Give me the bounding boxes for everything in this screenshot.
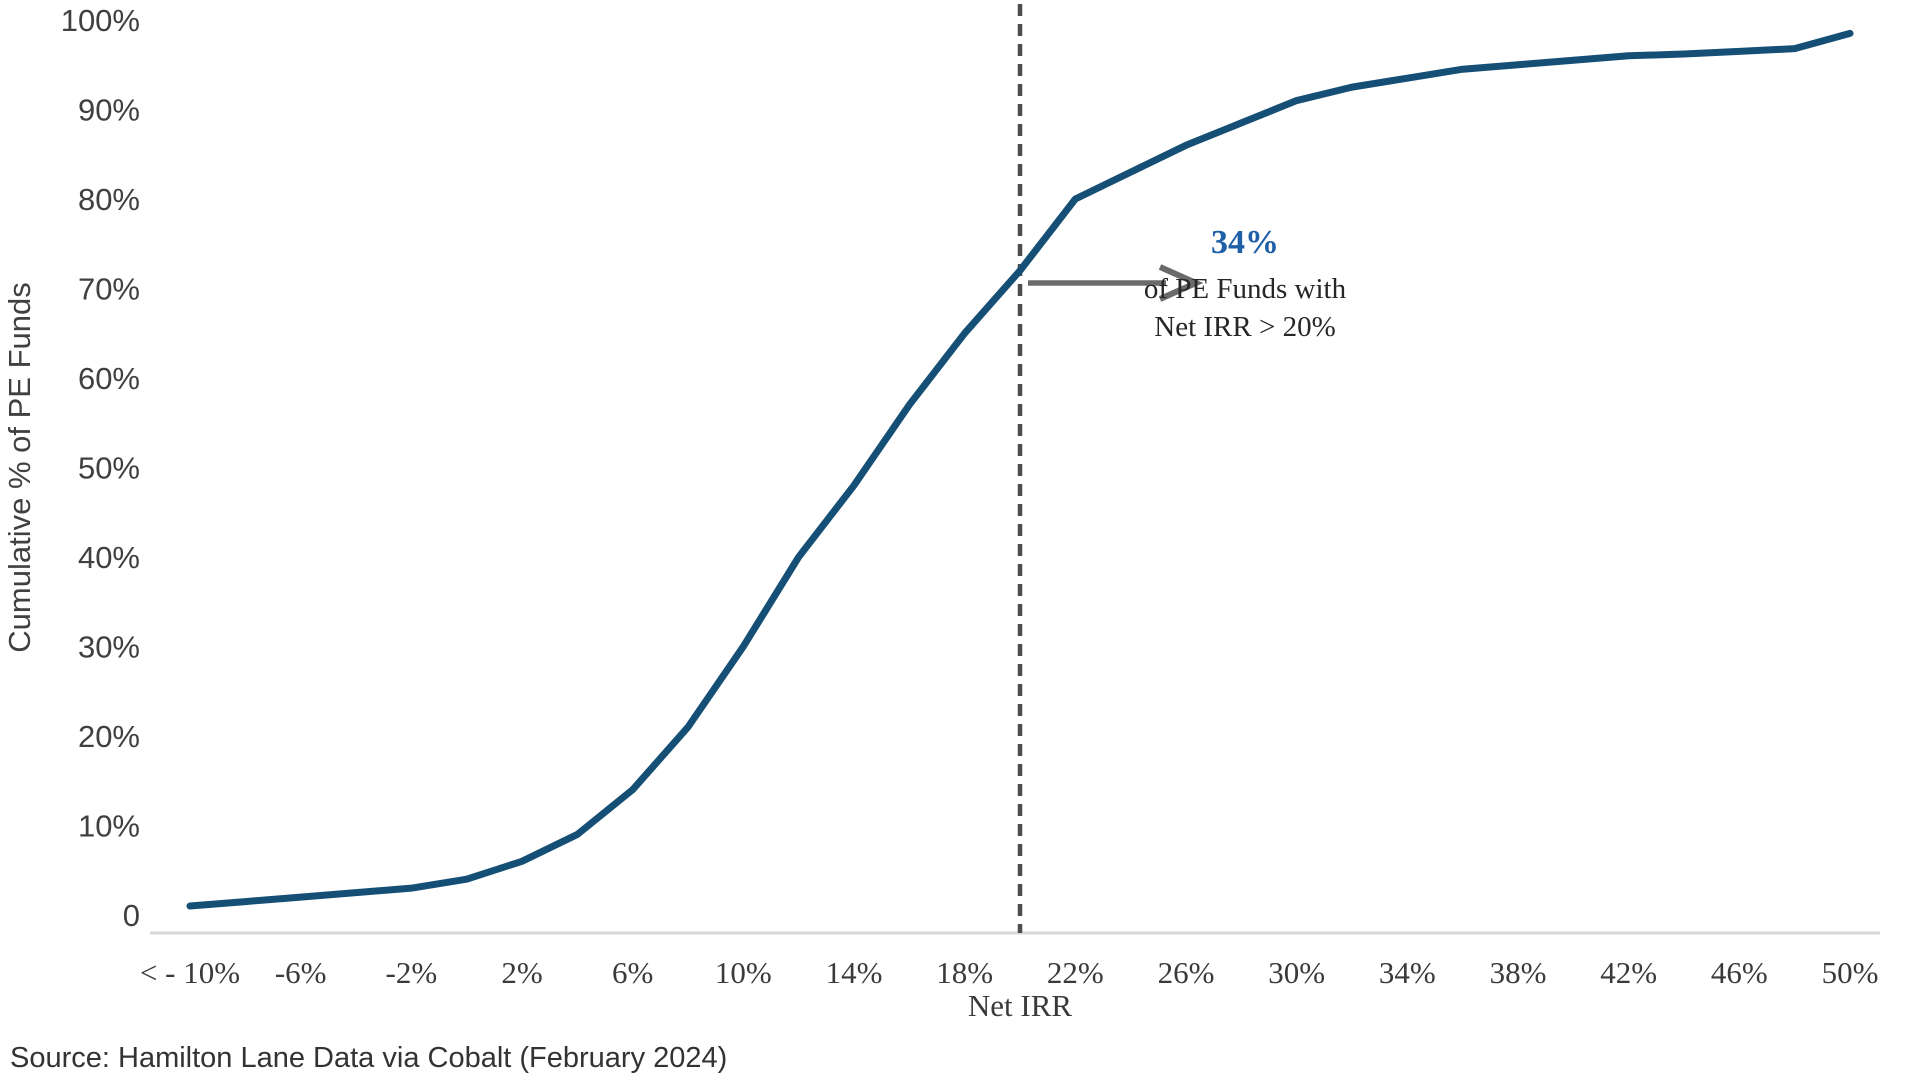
x-tick-label: 30% bbox=[1268, 955, 1325, 990]
y-tick-label: 90% bbox=[78, 93, 140, 128]
y-tick-label: 100% bbox=[61, 3, 140, 38]
x-tick-label: < - 10% bbox=[140, 955, 240, 990]
y-tick-label: 50% bbox=[78, 451, 140, 486]
arrow-head-icon bbox=[1158, 264, 1204, 302]
y-tick-label: 10% bbox=[78, 809, 140, 844]
y-tick-label: 0 bbox=[123, 898, 140, 933]
y-tick-label: 20% bbox=[78, 719, 140, 754]
annotation-34pct: 34% of PE Funds with Net IRR > 20% bbox=[1090, 224, 1400, 346]
y-tick-label: 30% bbox=[78, 630, 140, 665]
x-tick-label: 14% bbox=[826, 955, 883, 990]
annotation-line2: Net IRR > 20% bbox=[1154, 311, 1336, 343]
x-tick-label: 10% bbox=[715, 955, 772, 990]
x-tick-label: 50% bbox=[1822, 955, 1879, 990]
x-tick-label: 18% bbox=[936, 955, 993, 990]
x-tick-label: 6% bbox=[612, 955, 653, 990]
source-note: Source: Hamilton Lane Data via Cobalt (F… bbox=[10, 1042, 728, 1074]
annotation-headline: 34% bbox=[1211, 224, 1279, 261]
x-axis-title: Net IRR bbox=[968, 988, 1073, 1023]
x-tick-label: 2% bbox=[501, 955, 542, 990]
y-tick-label: 60% bbox=[78, 361, 140, 396]
x-tick-label: 38% bbox=[1490, 955, 1547, 990]
y-tick-label: 70% bbox=[78, 272, 140, 307]
x-tick-label: 26% bbox=[1158, 955, 1215, 990]
annotation-line1: of PE Funds with bbox=[1143, 273, 1347, 305]
y-tick-label: 80% bbox=[78, 182, 140, 217]
x-tick-label: -6% bbox=[275, 955, 327, 990]
x-tick-label: 42% bbox=[1600, 955, 1657, 990]
x-tick-label: 46% bbox=[1711, 955, 1768, 990]
y-tick-label: 40% bbox=[78, 540, 140, 575]
x-tick-label: 22% bbox=[1047, 955, 1104, 990]
irr-curve bbox=[186, 29, 1854, 910]
y-axis-title: Cumulative % of PE Funds bbox=[2, 282, 37, 652]
x-tick-label: -2% bbox=[386, 955, 438, 990]
x-tick-label: 34% bbox=[1379, 955, 1436, 990]
